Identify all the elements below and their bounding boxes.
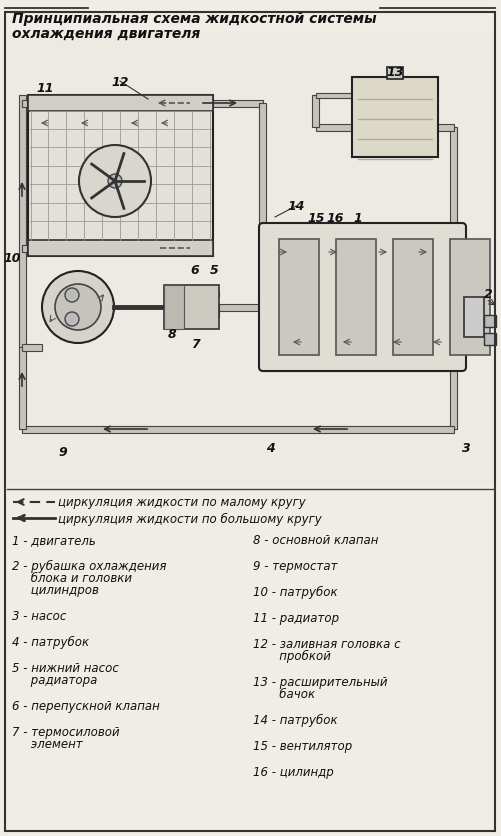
Bar: [260, 308, 267, 368]
Bar: [28, 96, 213, 112]
Text: 9 - термостат: 9 - термостат: [253, 559, 338, 573]
Text: 3: 3: [461, 441, 470, 454]
Bar: [387, 68, 403, 80]
Text: 7 - термосиловой: 7 - термосиловой: [12, 725, 120, 738]
Bar: [260, 104, 267, 227]
Bar: [313, 96, 320, 128]
Text: 6 - перепускной клапан: 6 - перепускной клапан: [12, 699, 160, 712]
Text: 6: 6: [190, 263, 199, 276]
Text: 1: 1: [354, 212, 362, 224]
Bar: [450, 240, 490, 355]
Text: 16 - цилиндр: 16 - цилиндр: [253, 765, 334, 778]
Text: 12 - заливная головка с: 12 - заливная головка с: [253, 637, 401, 650]
Text: циркуляция жидкости по большому кругу: циркуляция жидкости по большому кругу: [58, 512, 322, 525]
Text: 10 - патрубок: 10 - патрубок: [253, 585, 338, 599]
Text: охлаждения двигателя: охлаждения двигателя: [12, 27, 200, 41]
Bar: [464, 298, 484, 338]
Text: 13: 13: [386, 65, 404, 79]
Text: 8: 8: [168, 328, 176, 341]
Text: 1 - двигатель: 1 - двигатель: [12, 533, 96, 547]
Bar: [164, 286, 219, 329]
Circle shape: [65, 313, 79, 327]
Text: 5 - нижний насос: 5 - нижний насос: [12, 661, 119, 674]
Text: цилиндров: цилиндров: [12, 584, 99, 596]
Bar: [7, 32, 494, 487]
Text: бачок: бачок: [253, 687, 315, 701]
Bar: [22, 100, 28, 107]
Circle shape: [108, 175, 122, 189]
Bar: [28, 96, 213, 257]
Text: 13 - расширительный: 13 - расширительный: [253, 675, 387, 688]
Text: 8 - основной клапан: 8 - основной клапан: [253, 533, 378, 547]
Bar: [484, 334, 496, 345]
Bar: [164, 312, 219, 318]
Text: 11: 11: [36, 83, 54, 95]
Text: пробкой: пробкой: [253, 650, 331, 662]
Bar: [336, 240, 376, 355]
Text: 3 - насос: 3 - насос: [12, 609, 66, 622]
Text: 10: 10: [3, 251, 21, 264]
Bar: [279, 240, 319, 355]
Text: 5: 5: [209, 263, 218, 276]
Text: элемент: элемент: [12, 737, 83, 750]
Bar: [450, 128, 457, 227]
Text: 4 - патрубок: 4 - патрубок: [12, 635, 89, 649]
Text: Принципиальная схема жидкостной системы: Принципиальная схема жидкостной системы: [12, 12, 377, 26]
Text: 15: 15: [307, 212, 325, 224]
Bar: [219, 304, 263, 311]
Text: 11 - радиатор: 11 - радиатор: [253, 611, 339, 624]
Bar: [19, 96, 26, 348]
Circle shape: [42, 272, 114, 344]
Bar: [263, 364, 454, 371]
Bar: [393, 240, 433, 355]
Bar: [316, 94, 352, 99]
Bar: [213, 100, 263, 107]
Bar: [28, 241, 213, 257]
Circle shape: [79, 145, 151, 217]
Bar: [352, 78, 438, 158]
Circle shape: [65, 288, 79, 303]
Bar: [22, 426, 454, 433]
Text: 12: 12: [111, 75, 129, 89]
Bar: [22, 344, 42, 351]
Text: 2: 2: [483, 288, 492, 301]
Text: 14 - патрубок: 14 - патрубок: [253, 713, 338, 726]
Bar: [316, 125, 454, 131]
FancyBboxPatch shape: [259, 224, 466, 371]
Circle shape: [55, 285, 101, 330]
Bar: [450, 368, 457, 430]
Bar: [484, 316, 496, 328]
Text: блока и головки: блока и головки: [12, 571, 132, 584]
Text: 2 - рубашка охлаждения: 2 - рубашка охлаждения: [12, 559, 166, 573]
Text: 9: 9: [59, 446, 67, 459]
Text: 4: 4: [266, 441, 275, 454]
Text: радиатора: радиатора: [12, 673, 97, 686]
Text: 14: 14: [287, 201, 305, 213]
Bar: [164, 286, 184, 329]
Text: 16: 16: [326, 212, 344, 224]
Bar: [22, 245, 32, 252]
Text: циркуляция жидкости по малому кругу: циркуляция жидкости по малому кругу: [58, 496, 306, 509]
Text: 15 - вентилятор: 15 - вентилятор: [253, 739, 352, 752]
Bar: [19, 348, 26, 430]
Bar: [164, 292, 219, 298]
Text: 7: 7: [190, 338, 199, 351]
